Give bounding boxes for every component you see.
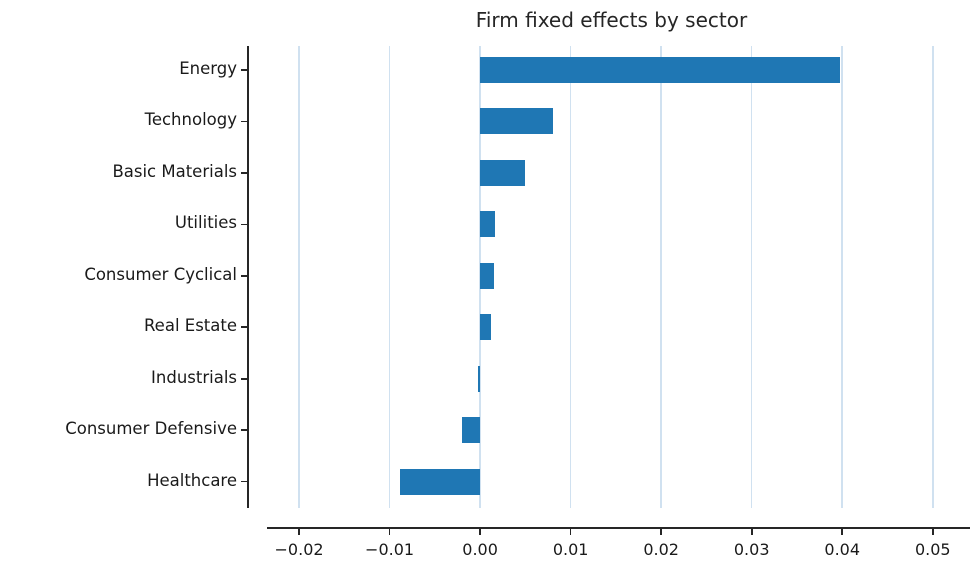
x-tick-label-0.04: 0.04 [824, 540, 861, 559]
y-tick-label-utilities: Utilities [174, 213, 237, 233]
y-tick-real-estate [240, 326, 248, 329]
bar-consumer-defensive [461, 417, 481, 444]
y-tick-basic-materials [240, 172, 248, 174]
x-tick-label-0.02: 0.02 [643, 540, 679, 559]
gridline-−0.02 [298, 46, 300, 508]
x-axis-spine [267, 527, 970, 529]
x-tick-label-0.03: 0.03 [733, 540, 770, 559]
y-tick-healthcare [240, 480, 248, 483]
y-tick-industrials [240, 377, 248, 380]
y-tick-label-technology: Technology [144, 110, 237, 130]
bar-consumer-cyclical [480, 262, 494, 289]
x-tick-−0.01 [388, 527, 391, 535]
y-tick-consumer-defensive [240, 429, 248, 431]
y-tick-label-healthcare: Healthcare [147, 470, 237, 490]
gridline-0.05 [931, 46, 934, 508]
bar-technology [480, 108, 553, 135]
x-tick-0.04 [841, 527, 844, 535]
gridline-0.01 [569, 46, 572, 508]
x-tick-0.00 [479, 527, 481, 535]
y-tick-technology [240, 120, 248, 123]
x-tick-label-−0.02: −0.02 [274, 540, 324, 559]
x-tick-0.03 [750, 527, 753, 535]
y-tick-label-consumer-defensive: Consumer Defensive [65, 419, 237, 439]
chart-title: Firm fixed effects by sector [475, 8, 748, 32]
y-tick-label-real-estate: Real Estate [143, 316, 237, 336]
x-tick-label-−0.01: −0.01 [365, 540, 415, 559]
bar-industrials [478, 365, 481, 392]
gridline-0.03 [750, 46, 753, 508]
x-tick-0.01 [569, 527, 572, 535]
y-tick-utilities [240, 223, 248, 226]
y-tick-label-energy: Energy [179, 59, 237, 78]
bar-basic-materials [480, 159, 526, 186]
bar-real-estate [480, 314, 491, 341]
gridline-−0.01 [388, 46, 391, 508]
y-tick-energy [240, 69, 248, 71]
x-tick-label-0.00: 0.00 [462, 540, 498, 559]
y-tick-label-industrials: Industrials [151, 367, 237, 387]
y-tick-label-basic-materials: Basic Materials [112, 161, 237, 181]
y-axis-spine [247, 46, 249, 508]
bar-utilities [480, 211, 495, 238]
x-tick-label-0.05: 0.05 [914, 540, 951, 559]
x-tick-label-0.01: 0.01 [552, 540, 589, 559]
gridline-0.02 [660, 46, 662, 508]
gridline-0.04 [841, 46, 843, 508]
y-tick-consumer-cyclical [240, 274, 248, 277]
x-tick-0.02 [660, 527, 662, 535]
bar-healthcare [399, 468, 481, 495]
x-tick-−0.02 [298, 527, 300, 535]
bar-energy [480, 57, 841, 83]
x-tick-0.05 [931, 527, 934, 535]
y-tick-label-consumer-cyclical: Consumer Cyclical [84, 264, 237, 284]
